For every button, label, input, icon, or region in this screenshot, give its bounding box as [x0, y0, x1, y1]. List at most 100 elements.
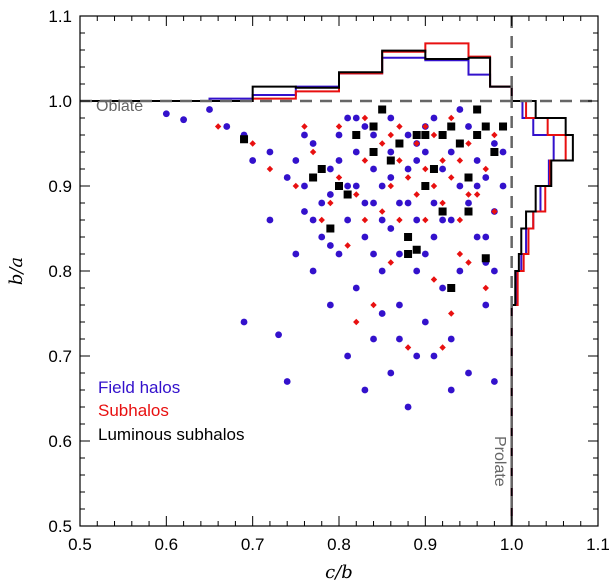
point-field-halo — [473, 233, 481, 241]
point-field-halo — [447, 148, 455, 156]
point-field-halo — [309, 216, 317, 224]
x-tick-label: 0.6 — [155, 535, 179, 554]
point-field-halo — [456, 267, 464, 275]
point-field-halo — [344, 114, 352, 122]
point-field-halo — [370, 199, 377, 207]
x-tick-label: 0.7 — [241, 535, 265, 554]
annotation-oblate: Oblate — [96, 98, 143, 115]
point-subhalo — [404, 174, 412, 181]
point-subhalo — [456, 157, 464, 164]
point-subhalo — [439, 157, 446, 164]
point-field-halo — [482, 301, 490, 309]
point-field-halo — [447, 386, 455, 394]
point-field-halo — [378, 182, 386, 190]
point-subhalo — [430, 182, 438, 190]
point-field-halo — [361, 233, 369, 241]
point-field-halo — [482, 233, 490, 241]
point-field-halo — [318, 233, 326, 241]
x-axis-title: c/b — [325, 562, 353, 583]
x-tick-label: 0.9 — [414, 535, 438, 554]
point-field-halo — [223, 123, 231, 130]
point-subhalo — [396, 157, 403, 164]
legend-entry-luminous-subhalos: Luminous subhalos — [98, 425, 244, 444]
point-luminous-subhalo — [447, 284, 456, 292]
marginal-histograms — [80, 42, 574, 526]
point-field-halo — [301, 131, 308, 139]
y-tick-label: 1.0 — [48, 92, 72, 111]
point-luminous-subhalo — [429, 165, 438, 173]
point-luminous-subhalo — [473, 105, 482, 114]
point-subhalo — [361, 114, 369, 122]
point-field-halo — [240, 318, 248, 326]
point-field-halo — [499, 182, 507, 190]
point-field-halo — [283, 174, 291, 181]
point-field-halo — [249, 157, 257, 164]
y-tick-label: 0.9 — [48, 177, 72, 196]
histogram-right-luminous-subhalos — [510, 100, 574, 526]
point-field-halo — [326, 242, 334, 249]
point-luminous-subhalo — [335, 182, 343, 190]
point-field-halo — [387, 114, 395, 122]
point-field-halo — [439, 165, 446, 173]
histogram-top-subhalos — [80, 42, 513, 102]
point-subhalo — [361, 216, 369, 224]
point-luminous-subhalo — [369, 122, 378, 131]
point-field-halo — [387, 225, 395, 232]
point-field-halo — [301, 182, 308, 190]
point-luminous-subhalo — [309, 173, 318, 182]
point-field-halo — [491, 140, 498, 147]
point-field-halo — [283, 378, 291, 385]
point-luminous-subhalo — [386, 156, 395, 165]
point-field-halo — [275, 331, 282, 339]
point-luminous-subhalo — [455, 139, 464, 148]
point-field-halo — [352, 182, 360, 190]
point-field-halo — [430, 233, 438, 241]
y-tick-label: 0.6 — [48, 432, 72, 451]
point-field-halo — [370, 250, 377, 258]
point-luminous-subhalo — [326, 224, 335, 233]
point-luminous-subhalo — [464, 173, 473, 182]
point-subhalo — [266, 165, 274, 173]
point-field-halo — [206, 106, 213, 113]
point-field-halo — [378, 216, 386, 224]
point-field-halo — [309, 267, 317, 275]
point-field-halo — [421, 148, 429, 156]
point-subhalo — [387, 182, 394, 190]
axes: 0.5 0.6 0.7 0.8 0.9 1.0 1.1 0.5 0.6 0.7 0.8 0.9 1.0 1… — [48, 7, 609, 554]
point-field-halo — [439, 216, 446, 224]
point-luminous-subhalo — [412, 245, 421, 254]
point-field-halo — [456, 182, 464, 190]
point-luminous-subhalo — [240, 135, 249, 144]
point-luminous-subhalo — [447, 122, 456, 131]
point-luminous-subhalo — [490, 148, 499, 156]
point-field-halo — [361, 199, 369, 207]
point-field-halo — [430, 352, 438, 360]
point-luminous-subhalo — [395, 139, 404, 148]
point-luminous-subhalo — [473, 131, 482, 139]
point-field-halo — [162, 110, 170, 118]
point-field-halo — [396, 301, 403, 309]
point-field-halo — [326, 191, 334, 198]
point-field-halo — [404, 131, 412, 139]
point-subhalo — [413, 191, 420, 198]
point-luminous-subhalo — [438, 131, 447, 139]
point-field-halo — [491, 267, 498, 275]
point-field-halo — [387, 148, 395, 156]
point-luminous-subhalo — [421, 131, 430, 139]
point-subhalo — [430, 131, 438, 139]
point-field-halo — [430, 199, 438, 207]
y-tick-label: 0.7 — [48, 347, 72, 366]
point-field-halo — [456, 106, 464, 113]
point-field-halo — [465, 123, 472, 130]
point-field-halo — [413, 352, 421, 360]
point-luminous-subhalo — [412, 131, 421, 139]
y-axis-title: b/a — [6, 257, 27, 285]
point-field-halo — [387, 369, 395, 377]
point-subhalo — [292, 182, 300, 190]
point-subhalo — [249, 140, 256, 147]
point-field-halo — [421, 250, 429, 258]
point-subhalo — [482, 284, 489, 292]
y-tick-label: 1.1 — [48, 7, 72, 26]
point-subhalo — [378, 208, 386, 215]
